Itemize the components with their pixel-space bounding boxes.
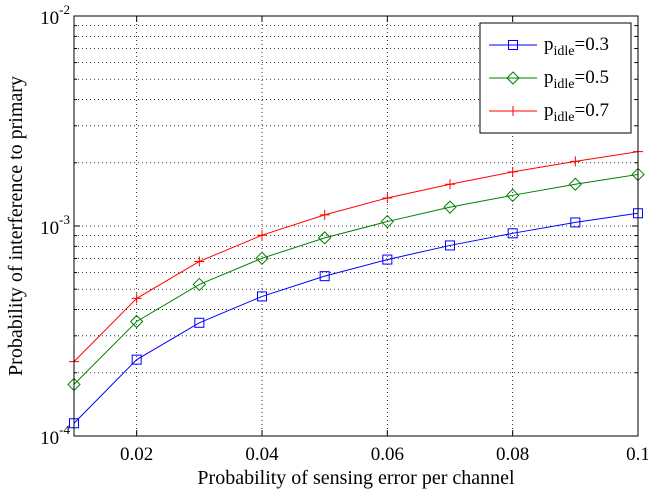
data-point (317, 231, 332, 245)
y-tick-label: 10-3 (40, 212, 70, 239)
data-point (194, 317, 205, 328)
series-line (73, 151, 639, 362)
x-tick-label: 0.1 (626, 444, 648, 465)
data-point (380, 214, 395, 229)
data-point (570, 217, 581, 228)
data-point (129, 314, 144, 329)
data-point (257, 230, 267, 241)
series-line (73, 212, 639, 424)
data-point (382, 254, 393, 265)
x-tick-label: 0.04 (245, 444, 279, 465)
data-point (445, 240, 455, 251)
x-tick-label: 0.02 (120, 444, 153, 465)
data-point (568, 177, 583, 191)
data-point (319, 271, 330, 282)
legend-label: pidle=0.7 (544, 100, 609, 125)
y-axis-label: Probability of interference to primary (5, 76, 27, 376)
x-tick-label: 0.08 (496, 444, 529, 465)
series-line (73, 173, 639, 385)
data-point (445, 179, 455, 190)
data-point (192, 277, 207, 292)
legend: pidle=0.3 pidle=0.5 pidle=0.7 (479, 22, 632, 134)
x-tick-label: 0.06 (371, 444, 404, 465)
data-point (194, 256, 205, 267)
series-layer (67, 146, 645, 429)
data-point (570, 156, 581, 167)
data-point (505, 188, 520, 203)
series-group (67, 167, 645, 392)
data-point (257, 291, 267, 302)
data-point (506, 71, 520, 85)
data-point (508, 40, 518, 50)
y-tick-label: 10-2 (40, 2, 70, 29)
legend-label: pidle=0.5 (544, 67, 609, 92)
data-point (255, 251, 269, 265)
data-point (382, 192, 393, 203)
y-tick-label: 10-4 (40, 422, 70, 449)
data-point (131, 293, 142, 304)
data-point (443, 200, 457, 214)
data-point (508, 106, 518, 116)
data-point (507, 228, 518, 239)
data-point (131, 354, 142, 365)
data-point (507, 166, 518, 177)
legend-label: pidle=0.3 (544, 34, 609, 59)
x-axis-label: Probability of sensing error per channel (197, 467, 515, 489)
data-point (319, 209, 330, 220)
